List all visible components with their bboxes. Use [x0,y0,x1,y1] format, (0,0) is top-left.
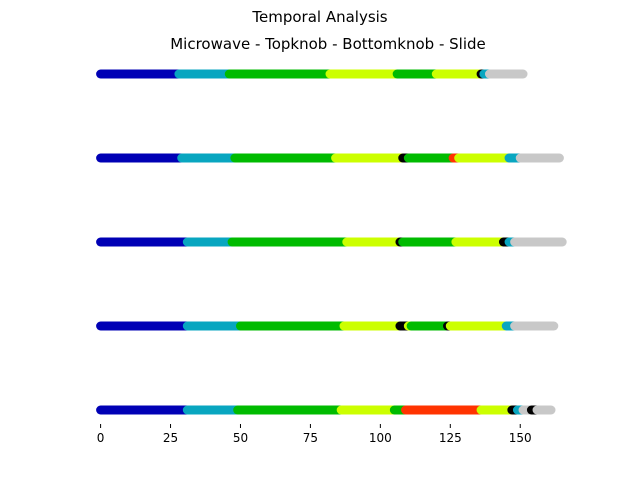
x-axis: 0 25 50 75 100 125 150 [97,424,532,445]
x-tick-label: 100 [369,431,392,445]
x-tick-label: 150 [509,431,532,445]
chart-title: Temporal Analysis [252,8,388,26]
x-tick-label: 75 [303,431,318,445]
x-tick-label: 125 [439,431,462,445]
timeline-rows [96,69,567,415]
x-tick-label: 25 [163,431,178,445]
x-tick-label: 0 [97,431,105,445]
chart-subtitle: Microwave - Topknob - Bottomknob - Slide [170,35,486,53]
x-tick-label: 50 [233,431,248,445]
